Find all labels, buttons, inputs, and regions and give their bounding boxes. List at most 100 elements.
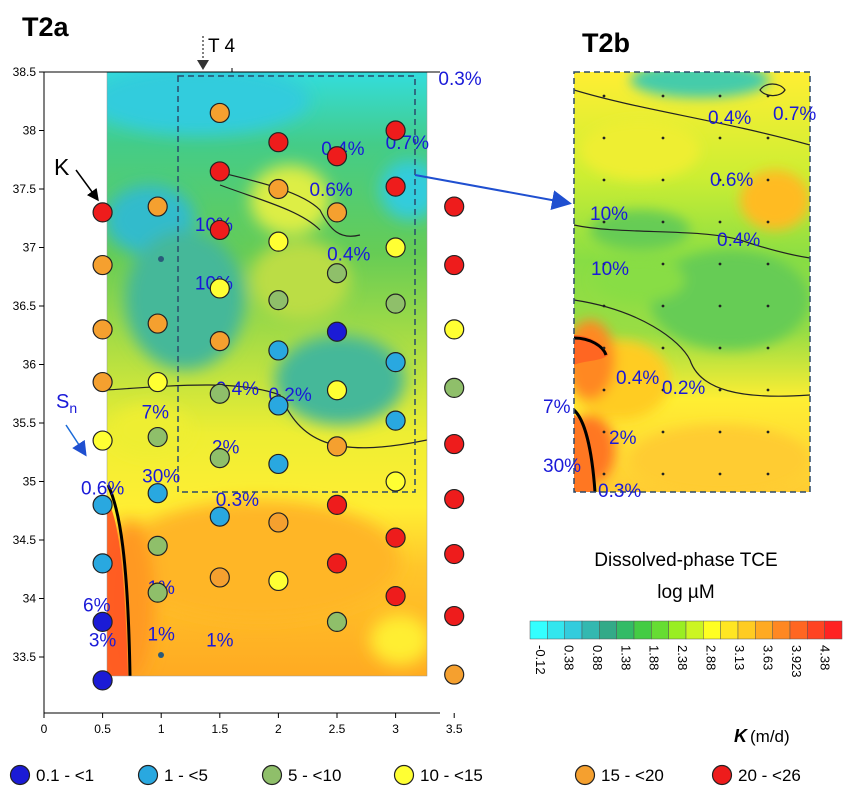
t2b-pct-label: 0.4% — [717, 230, 760, 251]
k-point — [444, 543, 465, 565]
x-tick-labels: 0 0.5 1 1.5 2 2.5 3 3.5 — [41, 713, 463, 736]
grid-dot — [718, 430, 722, 434]
t2a-pct-label: 1% — [147, 625, 175, 646]
panel-title-t2b: T2b — [582, 28, 630, 58]
grid-dot — [661, 346, 665, 350]
colorbar-swatch — [685, 620, 704, 640]
k-point — [92, 254, 113, 276]
t2b-pct-label: 0.4% — [708, 108, 751, 129]
x-tick-label: 2 — [275, 722, 282, 736]
k-point — [385, 586, 406, 607]
k-point — [268, 132, 289, 153]
colorbar-tick-label: 2.88 — [704, 645, 719, 670]
x-tick-label: 1.5 — [211, 722, 228, 736]
grid-dot — [602, 136, 606, 140]
t2b-pct-label: 2% — [609, 428, 637, 449]
grid-dot — [602, 304, 606, 308]
grid-dot — [661, 220, 665, 224]
k-point — [147, 313, 168, 334]
k-point — [209, 219, 230, 241]
grid-dot — [766, 94, 770, 98]
t2a-pct-label: 0.3% — [438, 69, 481, 90]
grid-dot — [766, 304, 770, 308]
grid-dot — [718, 178, 722, 182]
t2b-pct-label: 7% — [543, 397, 571, 418]
k-point — [385, 352, 406, 373]
grid-dot — [661, 178, 665, 182]
grid-dot — [766, 220, 770, 224]
k-point — [444, 605, 465, 627]
k-point — [147, 371, 168, 393]
grid-dot — [661, 262, 665, 266]
k-point — [326, 146, 348, 167]
grid-dot — [661, 472, 665, 476]
legend-item: 1 - <5 — [137, 764, 208, 786]
t2a-pct-label: 6% — [83, 595, 111, 616]
grid-dot — [602, 94, 606, 98]
colorbar-swatch — [668, 620, 687, 640]
grid-dot — [766, 388, 770, 392]
grid-dot — [602, 346, 606, 350]
colorbar-title: Dissolved-phase TCE — [594, 550, 777, 571]
legend-marker — [261, 764, 283, 786]
k-point — [92, 371, 113, 393]
t2b-percent-labels: 0.4% 0.7% 0.6% 10% 0.4% 10% 0.4% 0.2% 7%… — [543, 104, 816, 502]
k-point — [268, 290, 289, 311]
panel-title-t2a: T2a — [22, 12, 70, 42]
grid-dot — [766, 472, 770, 476]
k-point — [326, 202, 348, 223]
t4-marker: T 4 — [197, 36, 236, 70]
t2a-pct-label: 0.6% — [81, 478, 124, 499]
y-tick-label: 38.5 — [13, 65, 37, 79]
grid-dot — [661, 304, 665, 308]
colorbar-swatch — [547, 620, 565, 640]
k-point — [268, 340, 289, 361]
colorbar-tick-label: 0.38 — [561, 645, 576, 670]
k-point — [444, 488, 465, 510]
t2a-pct-label: 3% — [89, 630, 117, 651]
colorbar-swatch — [616, 620, 635, 640]
t2b-grid-dots — [602, 94, 770, 476]
colorbar-swatch — [703, 620, 721, 640]
k-annotation-label: K — [54, 154, 70, 180]
grid-dot — [602, 178, 606, 182]
legend-label: 10 - <15 — [420, 766, 483, 785]
grid-dot — [718, 94, 722, 98]
colorbar-tick-label: 2.38 — [675, 645, 690, 670]
colorbar: Dissolved-phase TCE log µM -0.12 0.38 0.88… — [529, 550, 843, 678]
k-point — [444, 664, 465, 685]
k-point — [147, 483, 168, 504]
k-point — [326, 611, 348, 633]
x-tick-label: 2.5 — [329, 722, 346, 736]
sn-annotation-arrow — [65, 424, 87, 457]
k-point — [147, 582, 168, 603]
grid-dot — [661, 94, 665, 98]
x-tick-label: 1 — [158, 722, 165, 736]
y-tick-label: 37 — [23, 241, 37, 255]
t2b-frame — [573, 71, 811, 493]
k-point — [268, 178, 289, 200]
t2b-pct-label: 0.3% — [598, 481, 641, 502]
k-point — [268, 512, 289, 533]
colorbar-swatch — [581, 620, 600, 640]
y-tick-label: 35 — [23, 475, 37, 489]
k-point — [147, 535, 168, 556]
k-point — [326, 553, 348, 574]
k-point — [385, 293, 406, 314]
t2b-pct-label: 0.2% — [662, 378, 705, 399]
colorbar-tick-label: 3.63 — [760, 645, 775, 670]
grid-dot — [602, 430, 606, 434]
k-point — [209, 278, 230, 299]
colorbar-tick-label: 1.38 — [618, 645, 633, 670]
grid-dot — [718, 262, 722, 266]
k-point — [147, 426, 168, 448]
k-point — [209, 102, 230, 124]
colorbar-tick-label: 3.923 — [789, 645, 804, 678]
legend-label: 1 - <5 — [164, 766, 208, 785]
grid-dot — [718, 304, 722, 308]
t2b-pct-label: 30% — [543, 456, 581, 477]
k-legend: 0.1 - <1 1 - <5 5 - <10 10 - <15 15 - <20 20 … — [9, 764, 801, 786]
legend-marker — [9, 764, 31, 786]
k-point — [92, 611, 113, 633]
t2b-pct-label: 10% — [590, 204, 628, 225]
